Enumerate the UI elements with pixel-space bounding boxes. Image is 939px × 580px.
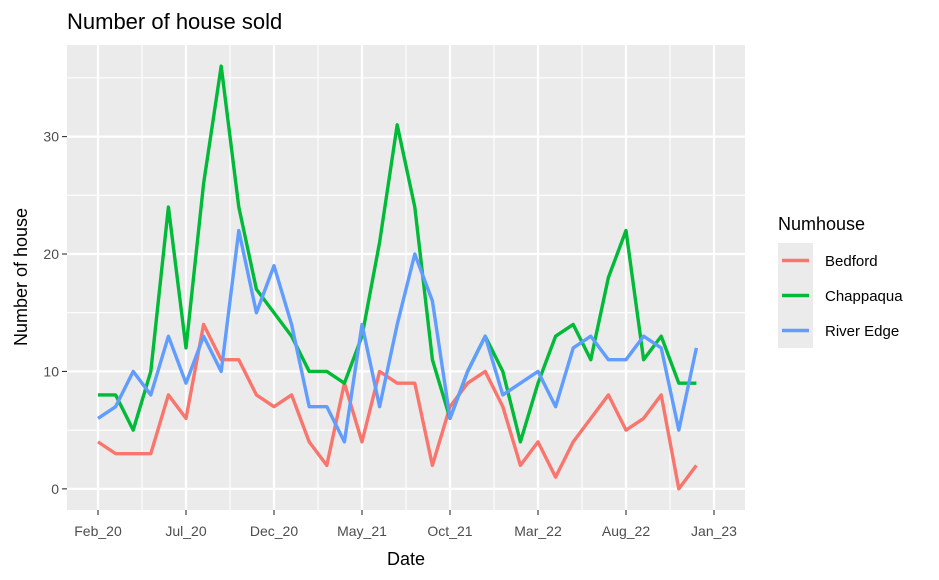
x-axis-tick-labels: Feb_20 Jul_20 Dec_20 May_21 Oct_21 Mar_22 Aug_… bbox=[74, 523, 737, 539]
y-axis-tick-labels: 0 10 20 30 bbox=[43, 129, 59, 497]
y-tick-label: 20 bbox=[43, 246, 59, 262]
x-tick-label: Feb_20 bbox=[74, 523, 122, 539]
series-line-river-edge bbox=[97, 228, 699, 444]
major-x-gridlines bbox=[96, 45, 716, 510]
y-tick-label: 30 bbox=[43, 129, 59, 145]
y-axis-ticks bbox=[62, 136, 67, 490]
x-tick-label: Jul_20 bbox=[165, 523, 206, 539]
legend-label-river-edge: River Edge bbox=[825, 323, 899, 340]
legend-title: Numhouse bbox=[778, 214, 865, 234]
major-y-gridlines bbox=[67, 135, 745, 490]
legend-label-bedford: Bedford bbox=[825, 253, 878, 270]
y-axis-title: Number of house bbox=[11, 208, 31, 346]
x-tick-label: Oct_21 bbox=[427, 523, 472, 539]
y-tick-label: 0 bbox=[51, 481, 59, 497]
chart-title: Number of house sold bbox=[67, 9, 282, 34]
legend-items: Bedford Chappaqua River Edge bbox=[778, 243, 903, 348]
x-axis-ticks bbox=[97, 510, 715, 515]
x-tick-label: May_21 bbox=[337, 523, 387, 539]
x-axis-title: Date bbox=[387, 549, 425, 569]
x-tick-label: Mar_22 bbox=[514, 523, 562, 539]
x-tick-label: Jan_23 bbox=[691, 523, 737, 539]
y-tick-label: 10 bbox=[43, 363, 59, 379]
x-tick-label: Aug_22 bbox=[602, 523, 650, 539]
legend-label-chappaqua: Chappaqua bbox=[825, 288, 903, 305]
series-lines bbox=[97, 64, 699, 491]
x-tick-label: Dec_20 bbox=[250, 523, 298, 539]
series-line-chappaqua bbox=[98, 64, 697, 444]
legend: Numhouse Bedford Chappaqua River Edge bbox=[778, 214, 903, 348]
